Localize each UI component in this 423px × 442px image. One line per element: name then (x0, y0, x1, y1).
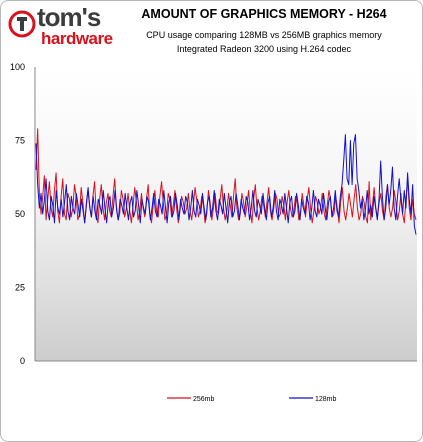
subtitle-line-2: Integrated Radeon 3200 using H.264 codec (176, 44, 352, 54)
y-tick-label: 50 (15, 209, 25, 219)
legend-label-128mb: 128mb (315, 396, 337, 403)
logo-main-text: tom's (37, 2, 101, 32)
chart-subtitle: CPU usage comparing 128MB vs 256MB graph… (111, 28, 417, 56)
y-tick-label: 25 (15, 283, 25, 293)
legend-label-256mb: 256mb (193, 396, 215, 403)
subtitle-line-1: CPU usage comparing 128MB vs 256MB graph… (146, 30, 382, 40)
chart-title: AMOUNT OF GRAPHICS MEMORY - H264 (141, 7, 387, 21)
y-tick-label: 75 (15, 136, 25, 146)
logo-mark-icon (8, 10, 36, 38)
series-line-128mb (35, 134, 417, 235)
y-tick-label: 100 (10, 62, 25, 72)
series-lines (35, 128, 417, 235)
legend: 256mb 128mb (167, 396, 337, 403)
logo-sub-text: hardware (41, 29, 113, 48)
chart-header: tom's hardware AMOUNT OF GRAPHICS MEMORY… (1, 1, 422, 59)
y-axis-ticks: 0 25 50 75 100 (10, 62, 25, 366)
toms-hardware-logo: tom's hardware (7, 2, 113, 49)
y-tick-label: 0 (20, 356, 25, 366)
